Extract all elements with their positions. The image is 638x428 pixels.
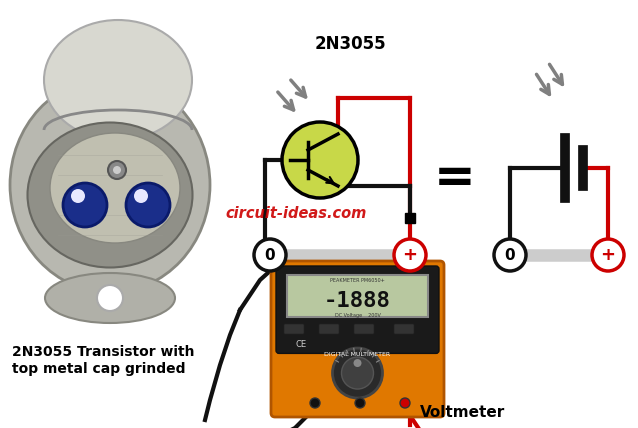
Circle shape — [355, 398, 365, 408]
Ellipse shape — [44, 20, 192, 140]
Text: DC Voltage    200V: DC Voltage 200V — [334, 312, 380, 318]
Circle shape — [332, 348, 383, 398]
FancyBboxPatch shape — [354, 324, 374, 334]
Circle shape — [494, 239, 526, 271]
Ellipse shape — [10, 77, 210, 292]
Ellipse shape — [27, 122, 193, 268]
Text: +: + — [600, 246, 616, 264]
Text: 2N3055: 2N3055 — [314, 35, 386, 53]
Ellipse shape — [50, 133, 180, 243]
Circle shape — [341, 357, 373, 389]
FancyBboxPatch shape — [319, 324, 339, 334]
Circle shape — [394, 239, 426, 271]
Text: 0: 0 — [265, 247, 276, 262]
Text: DIGITAL MULTIMETER: DIGITAL MULTIMETER — [325, 353, 390, 357]
Circle shape — [592, 239, 624, 271]
Circle shape — [400, 398, 410, 408]
Text: CE: CE — [295, 340, 306, 349]
Text: +: + — [403, 246, 417, 264]
Circle shape — [97, 285, 123, 311]
Circle shape — [254, 239, 286, 271]
Text: -1888: -1888 — [324, 291, 391, 311]
Text: 2N3055 Transistor with: 2N3055 Transistor with — [12, 345, 195, 359]
Circle shape — [282, 122, 358, 198]
Text: 0: 0 — [505, 247, 516, 262]
Circle shape — [113, 166, 121, 174]
Ellipse shape — [45, 273, 175, 323]
Text: top metal cap grinded: top metal cap grinded — [12, 362, 186, 376]
Circle shape — [353, 359, 362, 367]
Circle shape — [108, 161, 126, 179]
Text: =: = — [434, 154, 476, 202]
FancyBboxPatch shape — [394, 324, 414, 334]
Circle shape — [134, 189, 148, 203]
FancyBboxPatch shape — [284, 324, 304, 334]
Circle shape — [310, 398, 320, 408]
Text: Voltmeter: Voltmeter — [420, 405, 505, 420]
Text: PEAKMETER PM6050+: PEAKMETER PM6050+ — [330, 279, 385, 283]
Bar — [287, 275, 428, 317]
FancyBboxPatch shape — [271, 261, 444, 417]
Circle shape — [71, 189, 85, 203]
Text: circuit-ideas.com: circuit-ideas.com — [225, 205, 366, 220]
Circle shape — [126, 183, 170, 227]
Bar — [405, 213, 415, 223]
FancyBboxPatch shape — [276, 266, 439, 354]
Circle shape — [63, 183, 107, 227]
